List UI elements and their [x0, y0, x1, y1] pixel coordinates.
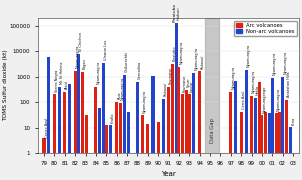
Bar [285, 100, 288, 153]
Bar [181, 94, 184, 153]
Bar [260, 115, 263, 153]
Bar [98, 108, 101, 153]
Bar [258, 82, 261, 153]
Bar [264, 112, 267, 153]
Bar [177, 67, 180, 153]
Bar [47, 57, 50, 153]
Text: Data Gap: Data Gap [210, 118, 215, 143]
Text: El Chichon: El Chichon [79, 32, 83, 51]
Bar [123, 75, 126, 153]
Bar [77, 54, 80, 153]
Bar [74, 71, 77, 153]
Text: Ruiz: Ruiz [117, 92, 121, 99]
Bar [85, 115, 88, 153]
Bar [105, 125, 108, 153]
Text: Pinatubo: Pinatubo [172, 3, 176, 22]
Bar [94, 87, 98, 153]
Bar [205, 18, 219, 153]
Bar [146, 124, 149, 153]
Bar [43, 138, 46, 153]
Bar [198, 71, 201, 153]
Bar [68, 84, 71, 153]
Text: Nyamuragira: Nyamuragira [231, 66, 235, 89]
Bar [151, 76, 155, 153]
Bar [278, 112, 281, 153]
Bar [115, 102, 118, 153]
Text: Nyamuragira: Nyamuragira [143, 89, 146, 112]
Bar [185, 90, 188, 153]
Text: Cernadina: Cernadina [138, 61, 142, 79]
Bar [268, 113, 271, 153]
Text: Nyamuragira: Nyamuragira [76, 45, 80, 68]
Bar [57, 87, 61, 153]
Bar [188, 94, 191, 153]
Text: Ulawun Los: Ulawun Los [104, 40, 108, 60]
Bar [271, 78, 274, 153]
Text: Fournaise: Fournaise [183, 74, 187, 92]
Bar [162, 99, 165, 153]
Text: Nyamuragira: Nyamuragira [179, 40, 183, 64]
Text: Chikurachki: Chikurachki [125, 51, 129, 72]
Text: Hekla: Hekla [256, 85, 260, 95]
Bar [109, 125, 112, 153]
X-axis label: Year: Year [161, 171, 176, 177]
Text: Nyamuragira: Nyamuragira [273, 52, 277, 75]
Bar [245, 70, 248, 153]
Text: Castro Azul: Castro Azul [45, 118, 49, 138]
Bar [289, 127, 292, 153]
Text: Spurr: Spurr [187, 77, 191, 87]
Y-axis label: TOMS Sulfur dioxide (kt): TOMS Sulfur dioxide (kt) [3, 50, 8, 122]
Bar [275, 113, 278, 153]
Bar [140, 115, 144, 153]
Text: Nyamuragira: Nyamuragira [194, 47, 198, 70]
Text: Nyamuragongo: Nyamuragongo [262, 85, 266, 112]
Text: Etna: Etna [291, 117, 295, 125]
Bar [81, 72, 84, 153]
Text: Fournaise: Fournaise [169, 67, 173, 84]
Text: Krafla: Krafla [111, 112, 115, 123]
Bar [254, 98, 257, 153]
Text: Pinatubo: Pinatubo [173, 45, 177, 61]
Text: Pagan: Pagan [83, 58, 87, 69]
Bar [239, 112, 243, 153]
Bar [127, 112, 130, 153]
Bar [234, 81, 237, 153]
Text: Nyamuragira: Nyamuragira [283, 51, 287, 74]
Text: Anatahan Hills: Anatahan Hills [287, 72, 291, 97]
Bar [63, 92, 66, 153]
Text: Nyamuragira: Nyamuragira [252, 70, 256, 93]
Text: Cerro Azul: Cerro Azul [242, 91, 246, 109]
Text: Lascar: Lascar [190, 80, 194, 92]
Bar [171, 64, 174, 153]
Bar [175, 23, 178, 153]
Bar [281, 77, 284, 153]
Bar [229, 92, 232, 153]
Bar [156, 122, 160, 153]
Legend: Arc volcanoes, Non-arc volcanoes: Arc volcanoes, Non-arc volcanoes [234, 21, 297, 36]
Text: Rabaoul: Rabaoul [164, 82, 168, 96]
Text: Alaid: Alaid [65, 80, 69, 89]
Text: Mt St Helens: Mt St Helens [59, 61, 64, 84]
Bar [167, 87, 170, 153]
Bar [119, 103, 122, 153]
Bar [192, 73, 195, 153]
Bar [136, 82, 139, 153]
Text: Nyamuragira: Nyamuragira [96, 61, 101, 84]
Text: Hudson: Hudson [177, 6, 181, 20]
Text: Rabaoul: Rabaoul [200, 54, 204, 69]
Text: Nyamuragira: Nyamuragira [121, 77, 125, 100]
Bar [250, 96, 253, 153]
Bar [102, 63, 105, 153]
Bar [53, 94, 56, 153]
Text: Nyamuragira: Nyamuragira [277, 88, 281, 111]
Text: Nyamuragira: Nyamuragira [247, 44, 251, 67]
Text: Sierra Negra: Sierra Negra [55, 69, 59, 92]
